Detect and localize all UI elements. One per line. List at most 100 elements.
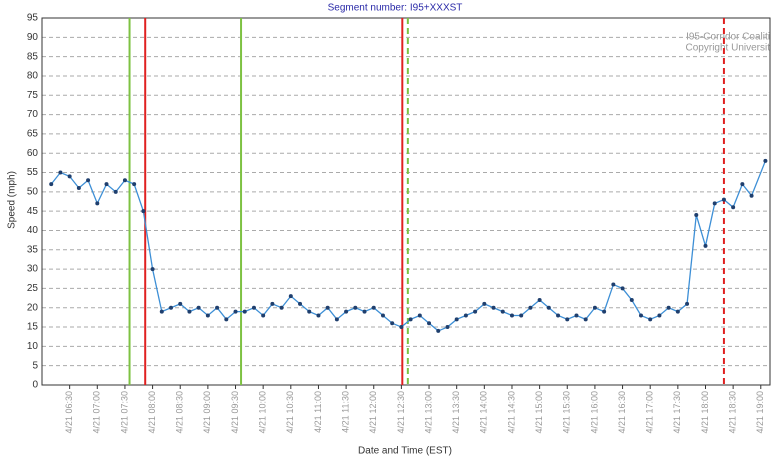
data-point	[178, 301, 183, 306]
y-tick-label: 15	[27, 322, 39, 333]
x-tick-label: 4/21 17:00	[645, 391, 655, 434]
x-tick-label: 4/21 11:30	[340, 391, 350, 433]
data-point	[334, 317, 339, 322]
data-point	[242, 309, 247, 314]
x-tick-label: 4/21 10:30	[285, 391, 295, 434]
y-tick-label: 10	[27, 341, 39, 352]
data-point	[95, 201, 100, 206]
x-tick-label: 4/21 09:30	[230, 391, 240, 434]
data-point	[491, 305, 496, 310]
data-point	[712, 201, 717, 206]
data-point	[113, 189, 118, 194]
chart-title: Segment number: I95+XXXST	[328, 3, 463, 14]
x-tick-label: 4/21 08:30	[175, 391, 185, 434]
data-point	[215, 305, 220, 310]
y-tick-label: 85	[27, 51, 39, 62]
data-point	[233, 309, 238, 314]
data-point	[298, 301, 303, 306]
data-point	[611, 282, 616, 287]
data-point	[371, 305, 376, 310]
data-point	[620, 286, 625, 291]
y-tick-label: 50	[27, 186, 39, 197]
y-tick-label: 0	[32, 380, 38, 391]
data-point	[749, 193, 754, 198]
data-point	[657, 313, 662, 318]
y-tick-label: 55	[27, 167, 39, 178]
y-tick-label: 70	[27, 109, 39, 120]
data-point	[141, 209, 146, 214]
series-line	[50, 160, 766, 332]
data-point	[159, 309, 164, 314]
data-point	[666, 305, 671, 310]
data-point	[638, 313, 643, 318]
x-tick-label: 4/21 06:30	[64, 391, 74, 434]
data-point	[104, 182, 109, 187]
data-point	[740, 182, 745, 187]
data-point	[445, 325, 450, 330]
x-tick-label: 4/21 13:00	[423, 391, 433, 434]
x-tick-label: 4/21 19:00	[755, 391, 765, 434]
x-tick-label: 4/21 15:00	[534, 391, 544, 434]
x-axis-label: Date and Time (EST)	[358, 446, 452, 457]
data-point	[169, 305, 174, 310]
x-tick-label: 4/21 18:30	[728, 391, 738, 434]
data-point	[67, 174, 72, 179]
data-point	[261, 313, 266, 318]
data-point	[703, 243, 708, 248]
data-point	[556, 313, 561, 318]
data-point	[86, 178, 91, 183]
x-tick-label: 4/21 16:00	[589, 391, 599, 434]
x-tick-label: 4/21 10:00	[258, 391, 268, 434]
data-point	[307, 309, 312, 314]
data-point	[509, 313, 514, 318]
data-point	[583, 317, 588, 322]
data-point	[685, 301, 690, 306]
data-point	[694, 213, 699, 218]
x-tick-label: 4/21 16:30	[617, 391, 627, 434]
data-point	[592, 305, 597, 310]
data-point	[436, 328, 441, 333]
x-tick-label: 4/21 08:00	[147, 391, 157, 434]
x-tick-label: 4/21 12:00	[368, 391, 378, 434]
data-point	[454, 317, 459, 322]
data-point	[408, 317, 413, 322]
data-point	[187, 309, 192, 314]
x-tick-label: 4/21 07:30	[119, 391, 129, 434]
y-tick-label: 95	[27, 13, 39, 24]
data-point	[473, 309, 478, 314]
data-point	[353, 305, 358, 310]
data-point	[731, 205, 736, 210]
x-tick-label: 4/21 14:00	[479, 391, 489, 434]
y-tick-label: 25	[27, 283, 39, 294]
data-point	[76, 185, 81, 190]
data-point	[763, 158, 768, 163]
y-axis-label: Speed (mph)	[7, 171, 18, 229]
data-point	[132, 182, 137, 187]
data-point	[417, 313, 422, 318]
data-point	[325, 305, 330, 310]
data-point	[380, 313, 385, 318]
data-point	[482, 301, 487, 306]
y-tick-label: 35	[27, 244, 39, 255]
data-point	[546, 305, 551, 310]
x-tick-label: 4/21 15:30	[562, 391, 572, 434]
y-tick-label: 40	[27, 225, 39, 236]
data-point	[390, 321, 395, 326]
x-tick-label: 4/21 14:30	[506, 391, 516, 434]
data-point	[675, 309, 680, 314]
data-point	[574, 313, 579, 318]
x-tick-label: 4/21 07:00	[92, 391, 102, 434]
data-point	[196, 305, 201, 310]
x-tick-label: 4/21 18:00	[700, 391, 710, 434]
data-point	[537, 298, 542, 303]
data-point	[500, 309, 505, 314]
y-tick-label: 65	[27, 129, 39, 140]
data-point	[316, 313, 321, 318]
data-point	[344, 309, 349, 314]
data-point	[122, 178, 127, 183]
data-point	[150, 267, 155, 272]
y-tick-label: 30	[27, 264, 39, 275]
data-point	[279, 305, 284, 310]
y-tick-label: 5	[32, 360, 38, 371]
